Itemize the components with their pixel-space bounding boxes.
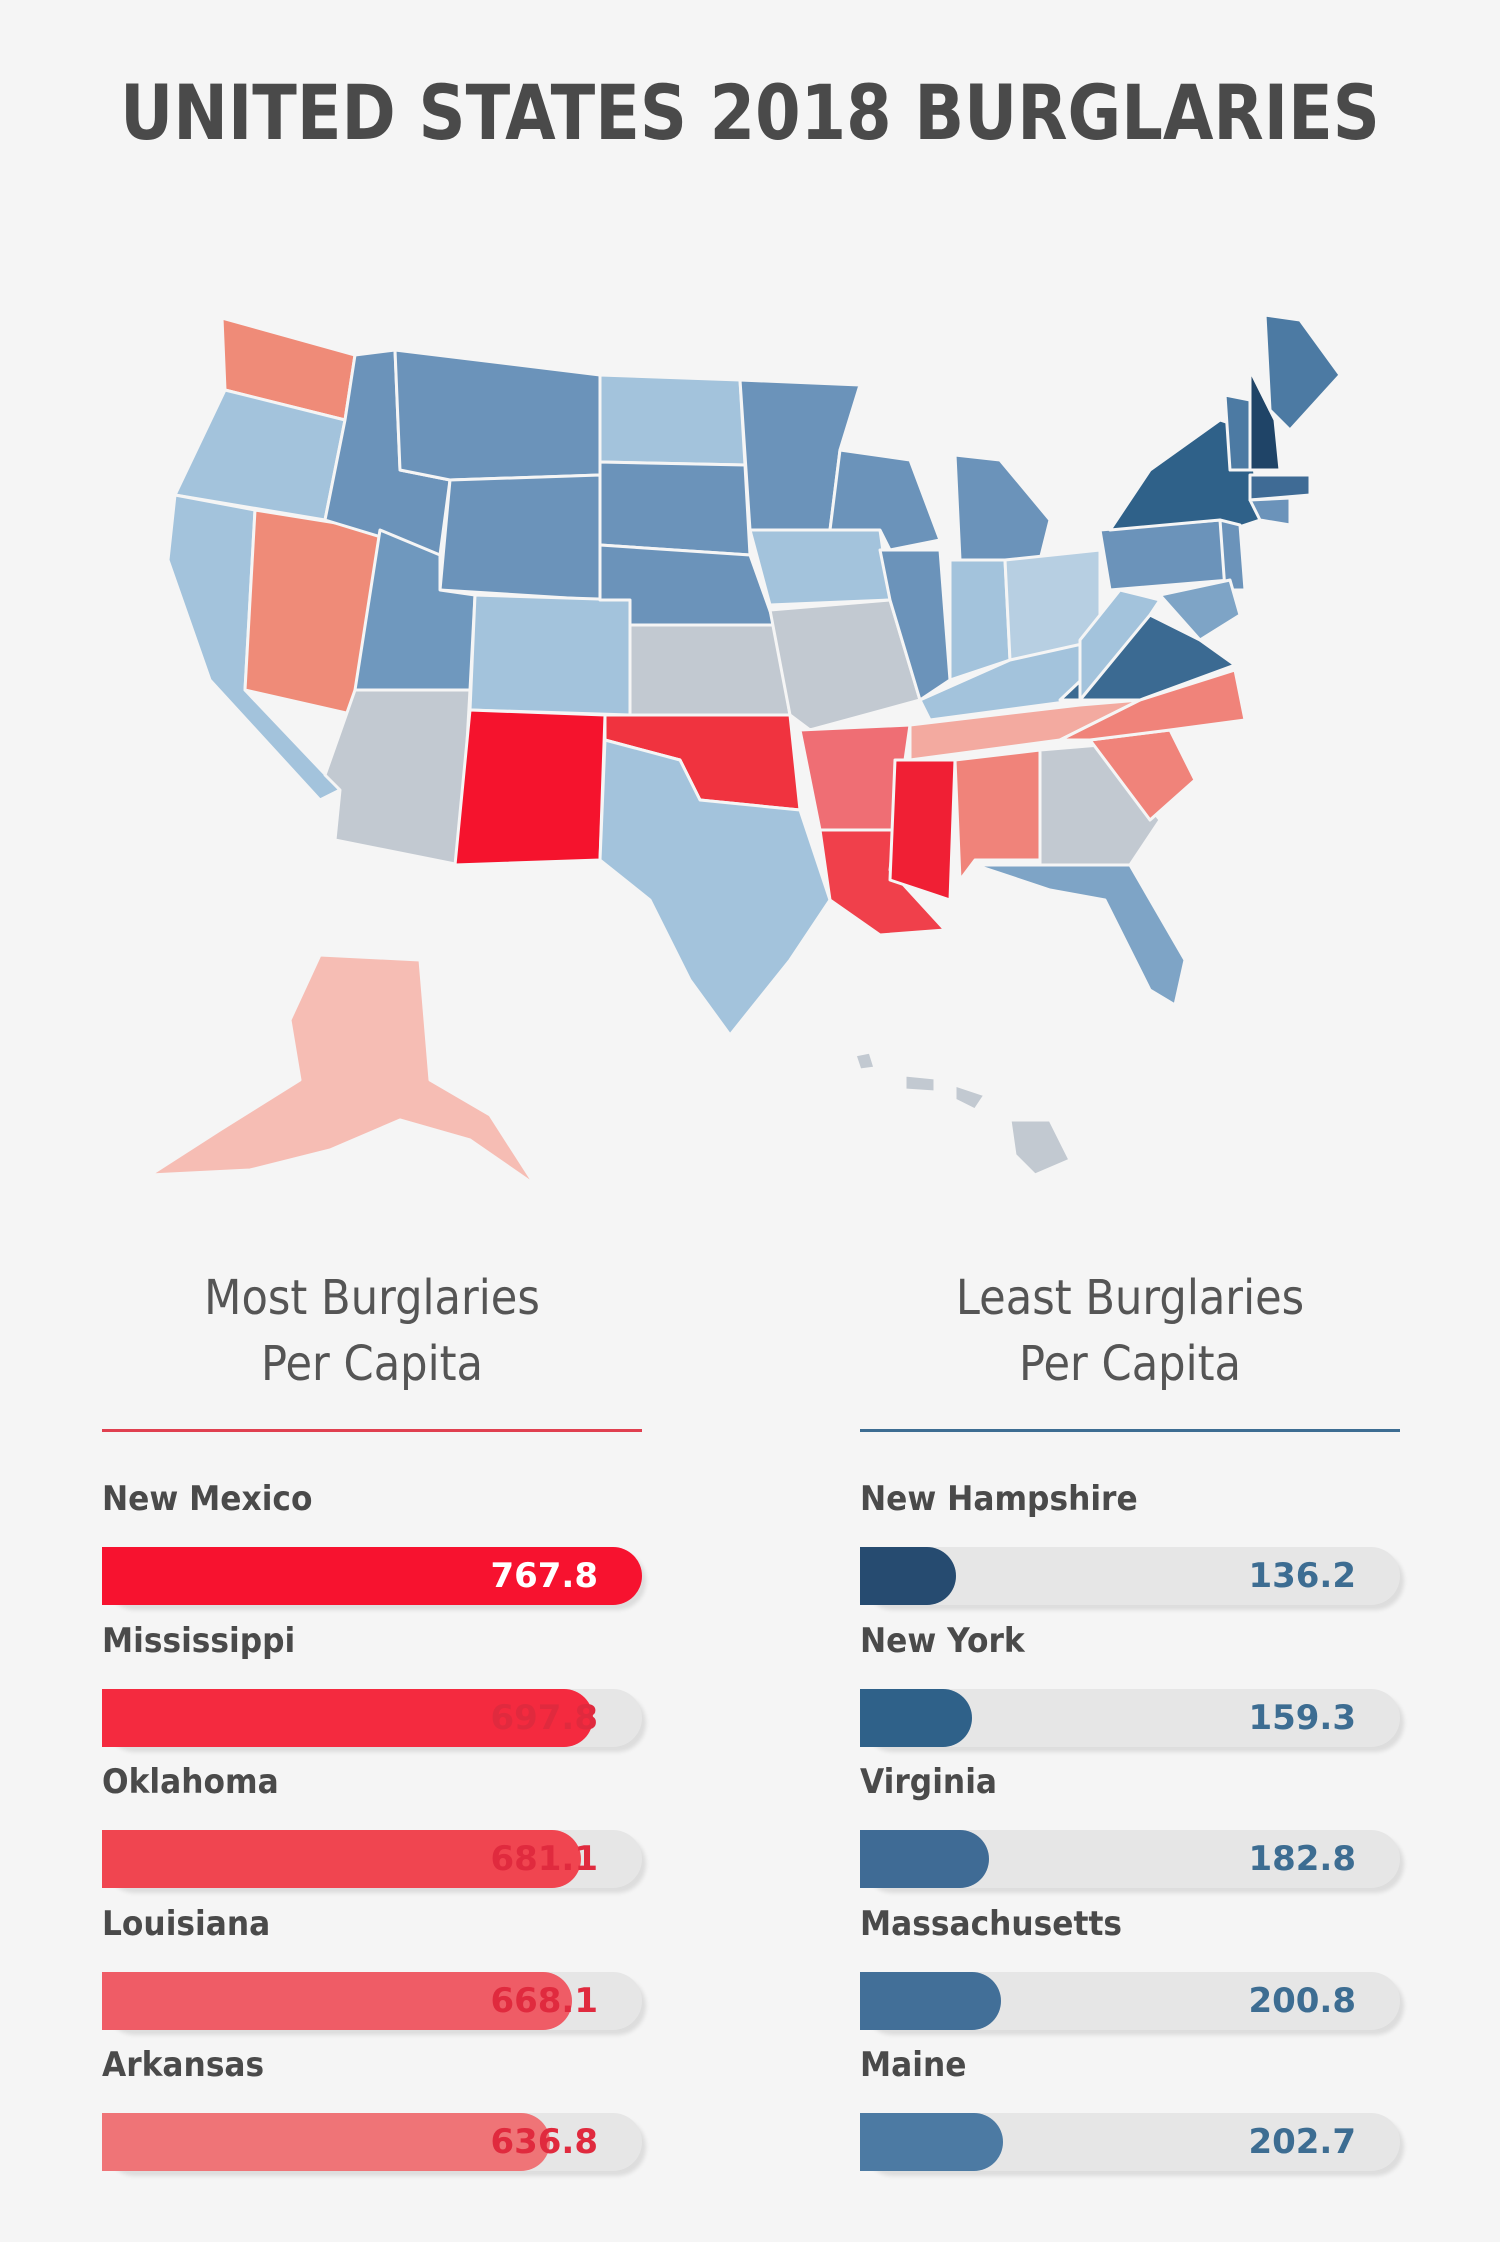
most-bar-value: 636.8 [490, 2122, 598, 2162]
least-bar-value: 202.7 [1248, 2122, 1356, 2162]
state-michigan [953, 453, 1052, 562]
state-alaska [148, 953, 537, 1187]
us-choropleth-map [148, 313, 1342, 1187]
least-bar-value: 200.8 [1248, 1980, 1356, 2021]
least-burglaries-bars: New Hampshire 136.2 New York 159.3 Virginia 1… [860, 1476, 1400, 2184]
state-florida [973, 863, 1187, 1007]
most-bar-track: 767.8 [102, 1547, 642, 1605]
most-bar-row: Arkansas 636.8 [102, 2042, 642, 2184]
most-bar-label: Louisiana [102, 1903, 271, 1944]
least-bar-track: 200.8 [860, 1971, 1400, 2030]
state-south-dakota [598, 460, 752, 557]
least-burglaries-panel: Least Burglaries Per Capita New Hampshir… [860, 1265, 1400, 2184]
most-burglaries-heading: Most Burglaries Per Capita [129, 1265, 615, 1403]
most-bar-value: 681.1 [490, 1839, 598, 1879]
most-bar-value: 767.8 [490, 1556, 598, 1596]
least-bar-row: Virginia 182.8 [860, 1759, 1400, 1901]
most-bar-fill [102, 1547, 642, 1605]
state-texas [598, 738, 832, 1037]
least-bar-row: New Hampshire 136.2 [860, 1476, 1400, 1618]
least-bar-fill [860, 1830, 989, 1888]
least-bar-label: Massachusetts [860, 1903, 1123, 1944]
most-burglaries-bars: New Mexico 767.8 Mississippi 697.8 Oklahoma 6… [102, 1476, 642, 2184]
least-bar-track: 202.7 [860, 2113, 1400, 2171]
least-bar-fill [860, 2113, 1003, 2171]
least-bar-row: Massachusetts 200.8 [860, 1901, 1400, 2043]
most-bar-label: New Mexico [102, 1479, 313, 1519]
most-bar-fill [102, 1688, 593, 1747]
most-burglaries-panel: Most Burglaries Per Capita New Mexico 767… [102, 1265, 642, 2184]
state-indiana [948, 558, 1012, 682]
state-georgia [1038, 743, 1162, 867]
state-arizona [323, 688, 472, 867]
least-heading-rule [860, 1429, 1400, 1432]
most-bar-fill [102, 2113, 550, 2171]
state-maryland [1158, 578, 1242, 642]
most-bar-track: 681.1 [102, 1830, 642, 1888]
least-bar-value: 136.2 [1248, 1556, 1356, 1596]
state-colorado [468, 593, 632, 717]
least-bar-row: Maine 202.7 [860, 2042, 1400, 2184]
state-mississippi [888, 758, 957, 902]
state-hawaii-3 [953, 1083, 987, 1112]
most-bar-track: 668.1 [102, 1971, 642, 2030]
state-north-dakota [598, 373, 747, 467]
state-wyoming [438, 473, 602, 602]
state-illinois [878, 548, 952, 702]
state-massachusetts [1248, 473, 1312, 502]
most-bar-row: Mississippi 697.8 [102, 1618, 642, 1760]
most-bar-value: 697.8 [490, 1697, 598, 1738]
least-bar-track: 182.8 [860, 1830, 1400, 1888]
most-bar-track: 636.8 [102, 2113, 642, 2171]
most-bar-row: Oklahoma 681.1 [102, 1759, 642, 1901]
most-bar-label: Mississippi [102, 1620, 296, 1661]
state-new-mexico [453, 708, 607, 867]
least-bar-fill [860, 1971, 1002, 2030]
most-bar-track: 697.8 [102, 1688, 642, 1747]
state-montana [393, 348, 602, 482]
least-bar-track: 159.3 [860, 1688, 1400, 1747]
state-maine [1263, 313, 1342, 432]
most-bar-row: Louisiana 668.1 [102, 1901, 642, 2043]
state-vermont [1223, 393, 1252, 472]
page-title: UNITED STATES 2018 BURGLARIES [120, 68, 1380, 157]
state-alabama [953, 748, 1042, 882]
state-connecticut [1248, 496, 1292, 527]
most-bar-label: Arkansas [102, 2045, 265, 2085]
most-bar-fill [102, 1971, 572, 2030]
least-bar-fill [860, 1688, 973, 1747]
state-hawaii-1 [853, 1050, 877, 1072]
least-bar-value: 159.3 [1248, 1697, 1356, 1738]
most-heading-line2: Per Capita [260, 1336, 484, 1392]
most-heading-line1: Most Burglaries [204, 1270, 540, 1326]
most-heading-rule [102, 1429, 642, 1432]
least-bar-label: New Hampshire [860, 1479, 1138, 1519]
least-burglaries-heading: Least Burglaries Per Capita [887, 1265, 1373, 1403]
state-hawaii-2 [903, 1073, 937, 1094]
most-bar-value: 668.1 [490, 1980, 598, 2021]
state-hawaii-4 [1008, 1118, 1072, 1177]
least-bar-value: 182.8 [1248, 1839, 1356, 1879]
most-bar-label: Oklahoma [102, 1762, 279, 1802]
state-missouri [768, 598, 922, 732]
state-new-jersey [1218, 518, 1247, 592]
state-iowa [748, 528, 892, 607]
most-bar-fill [102, 1830, 582, 1888]
most-bar-row: New Mexico 767.8 [102, 1476, 642, 1618]
least-heading-line2: Per Capita [1018, 1336, 1242, 1392]
least-bar-label: New York [860, 1620, 1025, 1661]
state-kansas [628, 623, 792, 717]
least-bar-track: 136.2 [860, 1547, 1400, 1605]
least-heading-line1: Least Burglaries [955, 1270, 1305, 1326]
state-new-hampshire [1248, 368, 1282, 472]
state-west-virginia [1078, 588, 1162, 702]
least-bar-fill [860, 1547, 956, 1605]
least-bar-row: New York 159.3 [860, 1618, 1400, 1760]
least-bar-label: Maine [860, 2045, 967, 2085]
least-bar-label: Virginia [860, 1762, 998, 1802]
